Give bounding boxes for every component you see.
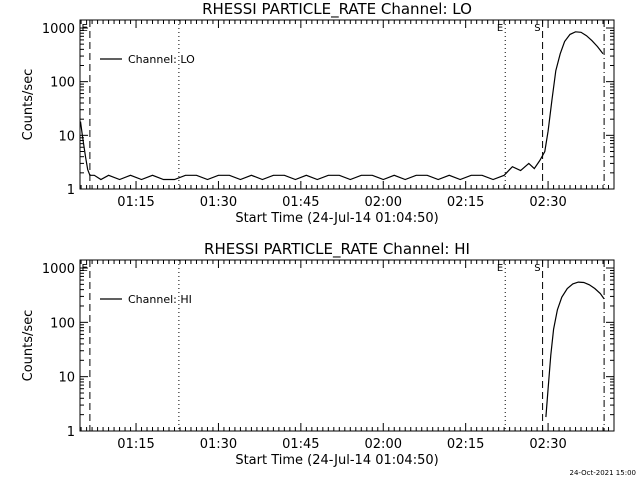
y-axis-label: Counts/sec xyxy=(21,69,36,141)
event-marker-label: E xyxy=(497,263,503,274)
chart-panel-2: RHESSI PARTICLE_RATE Channel: HI 1 10 100 10… xyxy=(21,240,615,468)
y-tick-label: 10 xyxy=(58,371,75,386)
x-tick-label: 02:00 xyxy=(365,195,402,210)
y-tick-label: 1000 xyxy=(42,262,75,277)
y-tick-label: 100 xyxy=(50,316,75,331)
legend-label: Channel: LO xyxy=(128,53,195,66)
x-tick-label: 01:15 xyxy=(117,437,154,452)
y-axis-label: Counts/sec xyxy=(21,310,36,382)
y-tick-label: 1 xyxy=(67,183,75,198)
x-tick-label: 01:15 xyxy=(117,195,154,210)
y-tick-label: 10 xyxy=(58,129,75,144)
event-marker-label: S xyxy=(534,23,540,34)
event-marker-label: S xyxy=(534,263,540,274)
x-tick-label: 01:30 xyxy=(200,195,237,210)
x-tick-label: 02:15 xyxy=(447,437,484,452)
x-axis-label: Start Time (24-Jul-14 01:04:50) xyxy=(235,211,438,226)
series-line xyxy=(545,281,605,418)
x-tick-label: 02:30 xyxy=(529,195,566,210)
series-line xyxy=(79,31,604,181)
y-tick-label: 1 xyxy=(67,425,75,440)
event-marker-label: E xyxy=(82,23,88,34)
event-marker-label: E xyxy=(497,23,503,34)
x-tick-label: 02:00 xyxy=(365,437,402,452)
x-tick-label: 02:15 xyxy=(447,195,484,210)
plot-timestamp: 24-Oct-2021 15:00 xyxy=(569,469,636,477)
x-tick-label: 01:45 xyxy=(282,195,319,210)
y-tick-label: 100 xyxy=(50,76,75,91)
chart-title: RHESSI PARTICLE_RATE Channel: LO xyxy=(202,0,472,19)
chart-panel-1: RHESSI PARTICLE_RATE Channel: LO 1 10 100 10… xyxy=(21,0,615,226)
x-axis-label: Start Time (24-Jul-14 01:04:50) xyxy=(235,453,438,468)
x-tick-label: 01:30 xyxy=(200,437,237,452)
chart-title: RHESSI PARTICLE_RATE Channel: HI xyxy=(204,240,470,259)
legend-label: Channel: HI xyxy=(128,293,192,306)
plot-frame xyxy=(79,259,615,432)
plot-frame xyxy=(79,19,615,190)
x-tick-label: 01:45 xyxy=(282,437,319,452)
x-tick-label: 02:30 xyxy=(529,437,566,452)
event-marker-label: E xyxy=(82,263,88,274)
y-tick-label: 1000 xyxy=(42,22,75,37)
